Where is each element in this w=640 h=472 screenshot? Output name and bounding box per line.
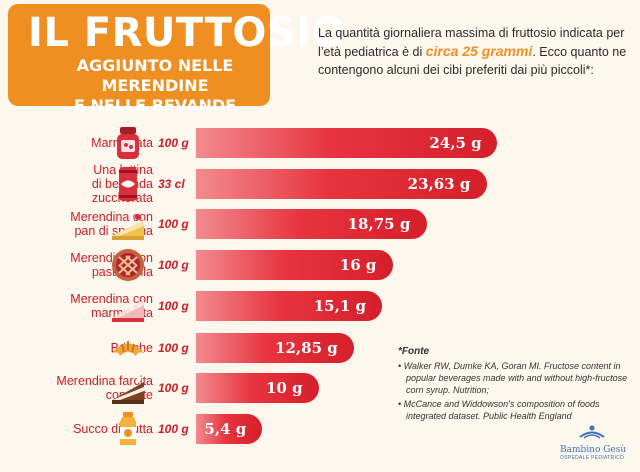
bar bbox=[196, 291, 382, 321]
quantity-label: 100 g bbox=[158, 258, 189, 272]
quantity-label: 100 g bbox=[158, 422, 189, 436]
sources-note: *Fonte • Walker RW, Dumke KA, Goran MI. … bbox=[398, 346, 634, 422]
quantity-label: 100 g bbox=[158, 341, 189, 355]
intro-highlight: circa 25 grammi bbox=[425, 43, 533, 59]
juice-bottle-icon bbox=[108, 411, 148, 447]
quantity-label: 100 g bbox=[158, 217, 189, 231]
source-item-2: • McCance and Widdowson’s composition of… bbox=[398, 399, 600, 421]
bar-value-label: 18,75 g bbox=[347, 215, 411, 233]
bar-value-label: 23,63 g bbox=[407, 175, 471, 193]
bar-value-label: 12,85 g bbox=[275, 339, 338, 357]
bar-value-label: 5,4 g bbox=[204, 420, 247, 438]
bar-value-label: 15,1 g bbox=[313, 297, 366, 315]
page-title: IL FRUTTOSIO bbox=[28, 10, 347, 56]
soda-can-icon bbox=[108, 166, 148, 202]
bar bbox=[196, 169, 487, 199]
bar bbox=[196, 373, 319, 403]
hospital-name: Bambino Gesù bbox=[560, 445, 627, 455]
bar bbox=[196, 209, 427, 239]
sponge-cake-icon bbox=[108, 206, 148, 242]
bar bbox=[196, 250, 393, 280]
source-item-1: • Walker RW, Dumke KA, Goran MI. Fructos… bbox=[398, 361, 628, 395]
bar bbox=[196, 128, 498, 158]
hospital-subtitle: OSPEDALE PEDIATRICO bbox=[560, 455, 625, 461]
category-label-line: Merendina con bbox=[70, 210, 153, 224]
hospital-logo: Bambino Gesù OSPEDALE PEDIATRICO bbox=[560, 422, 627, 461]
bar bbox=[196, 414, 263, 444]
category-label-line: Merendina farcita bbox=[56, 374, 153, 388]
subtitle-line-2: E NELLE BEVANDE bbox=[73, 96, 237, 115]
category-label-line: Merendina con bbox=[70, 292, 153, 306]
quantity-label: 100 g bbox=[158, 381, 189, 395]
chocolate-cake-icon bbox=[108, 370, 148, 406]
bar-value-label: 24,5 g bbox=[429, 134, 482, 152]
bar-value-label: 10 g bbox=[266, 379, 303, 397]
intro-part-2: . Ecco quanto ne contengono alcuni dei c… bbox=[318, 45, 627, 77]
sources-title: *Fonte bbox=[398, 346, 430, 357]
intro-part-1: La quantità giornaliera massima di frutt… bbox=[318, 26, 625, 59]
quantity-label: 33 cl bbox=[158, 177, 185, 191]
bar bbox=[196, 333, 355, 363]
page-subtitle: AGGIUNTO NELLE MERENDINE E NELLE BEVANDE bbox=[42, 56, 268, 116]
tart-icon bbox=[108, 247, 148, 283]
source-text-2: McCance and Widdowson’s composition of f… bbox=[403, 399, 600, 421]
jam-cake-icon bbox=[108, 288, 148, 324]
croissant-icon bbox=[108, 330, 148, 366]
intro-text: La quantità giornaliera massima di frutt… bbox=[318, 24, 630, 79]
source-text-1: Walker RW, Dumke KA, Goran MI. Fructose … bbox=[403, 361, 628, 395]
jam-jar-icon bbox=[108, 125, 148, 161]
title-badge: IL FRUTTOSIO AGGIUNTO NELLE MERENDINE E … bbox=[8, 4, 346, 115]
subtitle-line-1: AGGIUNTO NELLE MERENDINE bbox=[76, 56, 234, 95]
quantity-label: 100 g bbox=[158, 299, 189, 313]
bar-value-label: 16 g bbox=[339, 256, 377, 274]
quantity-label: 100 g bbox=[158, 136, 189, 150]
hospital-logo-icon bbox=[579, 425, 605, 439]
